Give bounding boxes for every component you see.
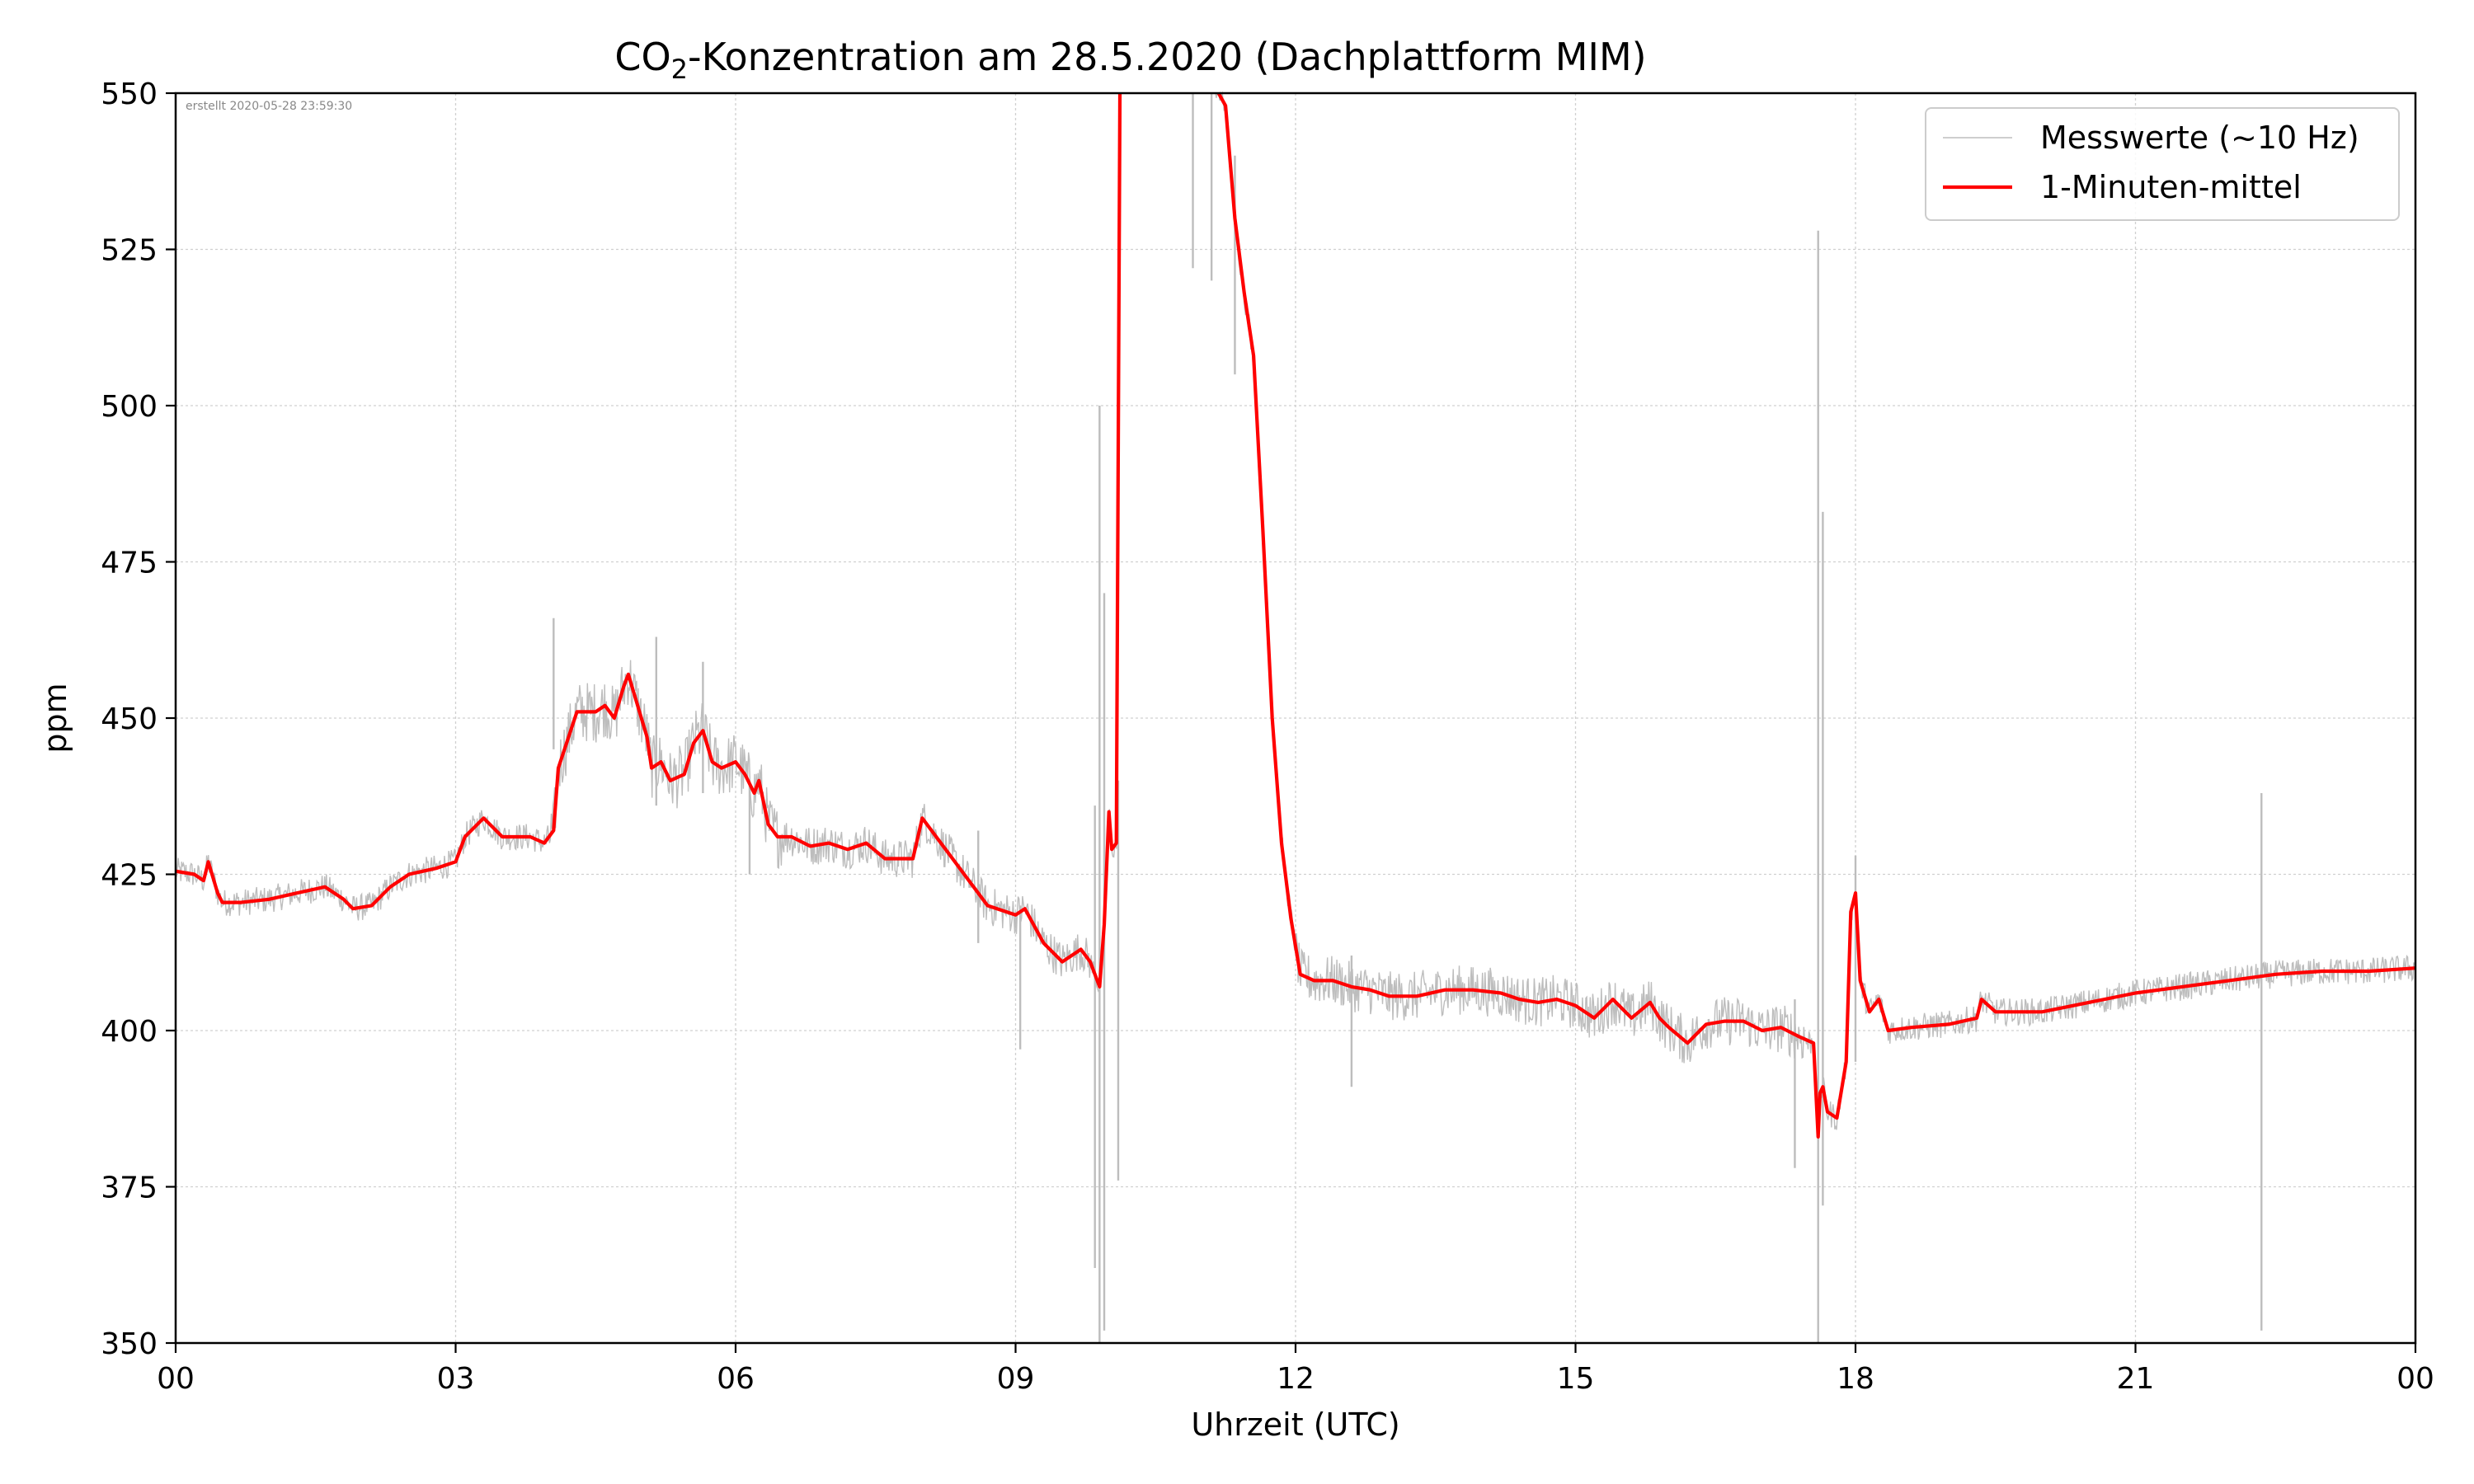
y-tick-label: 475 (101, 547, 158, 580)
legend-label-1-minuten-mittel: 1-Minuten-mittel (2040, 169, 2302, 205)
chart-title-main: CO (614, 35, 670, 79)
series-line-1-minuten-mittel (176, 93, 2415, 1139)
x-tick-label: 03 (437, 1362, 475, 1396)
x-tick-label: 00 (157, 1362, 195, 1396)
plot-area (176, 93, 2415, 1139)
chart-title-subscript: 2 (671, 54, 688, 85)
legend: Messwerte (~10 Hz) 1-Minuten-mittel (1925, 107, 2400, 221)
chart-title: CO2-Konzentration am 28.5.2020 (Dachplat… (614, 35, 1646, 85)
y-axis: 350 375 400 425 450 475 500 525 550 (101, 77, 176, 1361)
y-tick-label: 525 (101, 234, 158, 268)
legend-box (1925, 107, 2400, 221)
x-tick-label: 09 (997, 1362, 1035, 1396)
x-axis: 00 03 06 09 12 15 18 21 00 (157, 1343, 2434, 1396)
chart-title-rest: -Konzentration am 28.5.2020 (Dachplattfo… (688, 35, 1647, 79)
x-tick-label: 12 (1277, 1362, 1315, 1396)
y-tick-label: 400 (101, 1015, 158, 1049)
x-tick-label: 15 (1557, 1362, 1595, 1396)
x-tick-label: 21 (2117, 1362, 2155, 1396)
y-tick-label: 425 (101, 859, 158, 893)
created-timestamp: erstellt 2020-05-28 23:59:30 (186, 100, 352, 113)
y-tick-label: 375 (101, 1172, 158, 1205)
grid-lines (175, 92, 2416, 1344)
y-tick-label: 500 (101, 390, 158, 424)
x-tick-label: 00 (2396, 1362, 2434, 1396)
y-tick-label: 450 (101, 702, 158, 736)
x-tick-label: 18 (1837, 1362, 1874, 1396)
x-axis-title: Uhrzeit (UTC) (1191, 1407, 1399, 1443)
y-tick-label: 550 (101, 77, 158, 111)
y-axis-title: ppm (37, 683, 73, 753)
x-tick-label: 06 (717, 1362, 755, 1396)
y-tick-label: 350 (101, 1327, 158, 1361)
legend-label-messwerte: Messwerte (~10 Hz) (2040, 120, 2359, 156)
raw-series-layer (175, 91, 2416, 1343)
